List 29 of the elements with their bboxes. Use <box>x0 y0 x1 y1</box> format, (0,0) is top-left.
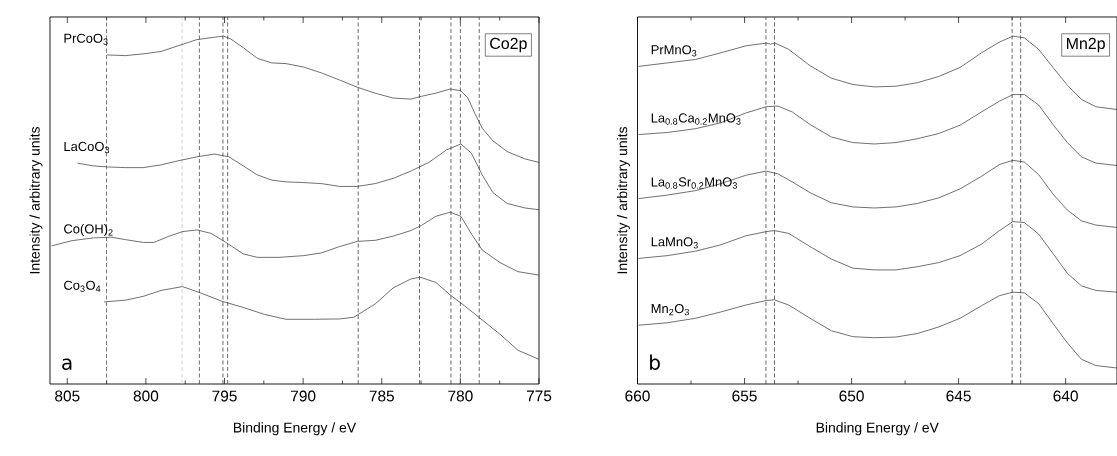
series-label: LaMnO$_{3}$ <box>651 237 698 249</box>
y-axis-title: Intensity / arbitrary units <box>616 126 630 274</box>
x-tick-label: 640 <box>1053 390 1078 402</box>
x-tick-label: 785 <box>369 390 394 402</box>
series-label: Co$_{3}$O$_{4}$ <box>64 280 101 293</box>
annotation: Co2p <box>490 37 527 53</box>
x-tick-label: 645 <box>946 390 971 402</box>
annotation: b <box>650 354 660 370</box>
x-tick-label: 790 <box>291 390 316 402</box>
x-tick-label: 650 <box>839 390 864 402</box>
y-axis-title: Intensity / arbitrary units <box>29 126 43 274</box>
series-label: PrMnO$_{3}$ <box>651 45 697 57</box>
series-label: Co(OH)$_{2}$ <box>64 223 113 236</box>
x-tick-label: 795 <box>212 390 237 402</box>
x-tick-label: 775 <box>526 390 552 402</box>
annotation: a <box>62 358 72 370</box>
series-label: PrCoO$_{3}$ <box>64 33 108 46</box>
series-label: LaCoO$_{3}$ <box>64 141 110 154</box>
x-tick-label: 805 <box>55 390 80 402</box>
x-tick-label: 780 <box>448 390 473 402</box>
x-tick-label: 660 <box>625 390 650 402</box>
series-label: Mn$_{2}$O$_{3}$ <box>651 303 689 316</box>
x-axis-title: Binding Energy / eV <box>234 422 357 436</box>
x-tick-label: 800 <box>133 390 159 402</box>
series-label: La$_{0.8}$Sr$_{0.2}$MnO$_{3}$ <box>651 177 737 189</box>
series-label: La$_{0.8}$Ca$_{0.2}$MnO$_{3}$ <box>651 113 741 125</box>
x-axis-title: Binding Energy / eV <box>816 422 939 436</box>
x-tick-label: 655 <box>732 390 757 402</box>
annotation: Mn2p <box>1067 37 1105 53</box>
